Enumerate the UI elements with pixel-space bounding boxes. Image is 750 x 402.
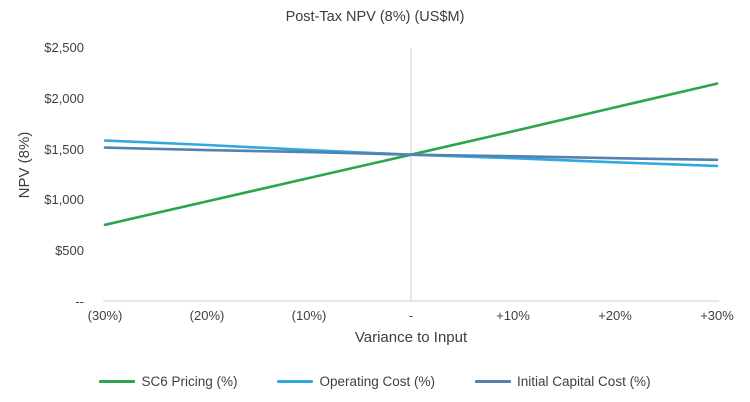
chart-legend: SC6 Pricing (%) Operating Cost (%) Initial… <box>0 371 750 391</box>
legend-label: Operating Cost (%) <box>319 373 436 389</box>
y-tick-label: $2,000 <box>44 91 84 106</box>
x-tick-label: (20%) <box>189 308 225 323</box>
x-tick-label: +30% <box>700 308 734 323</box>
y-tick-label: $500 <box>55 243 84 258</box>
legend-line-swatch <box>475 379 512 383</box>
x-axis-title: Variance to Input <box>354 329 468 346</box>
x-tick-label: (30%) <box>87 308 123 323</box>
x-tick-label: +20% <box>598 308 632 323</box>
x-tick-label: (10%) <box>291 308 327 323</box>
legend-line-swatch <box>99 379 136 383</box>
y-tick-label: $2,500 <box>44 40 84 55</box>
y-tick-label: $1,500 <box>44 142 84 157</box>
legend-item-1: Operating Cost (%) <box>277 374 435 389</box>
legend-item-2: Initial Capital Cost (%) <box>475 374 651 389</box>
x-tick-label: - <box>408 308 414 323</box>
legend-label: Initial Capital Cost (%) <box>517 373 651 389</box>
x-tick-label: +10% <box>496 308 530 323</box>
y-tick-label: $1,000 <box>44 192 84 207</box>
legend-item-0: SC6 Pricing (%) <box>99 374 237 389</box>
legend-line-swatch <box>277 379 314 383</box>
legend-label: SC6 Pricing (%) <box>141 373 238 389</box>
chart-title: Post-Tax NPV (8%) (US$M) <box>285 9 465 25</box>
series-line-2 <box>103 146 719 162</box>
y-tick-label: -- <box>75 294 84 309</box>
